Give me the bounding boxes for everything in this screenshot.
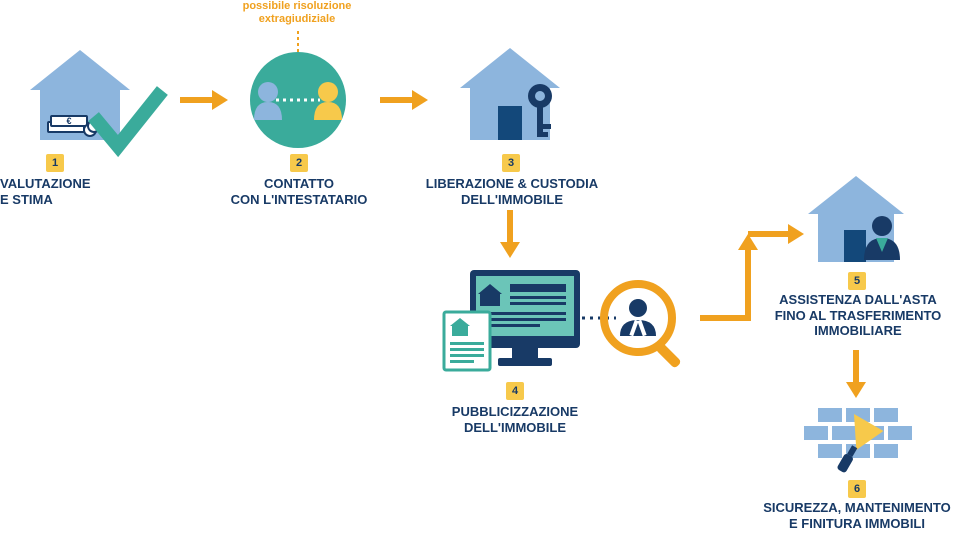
arrow-1-2 xyxy=(180,90,228,110)
step4-label: PUBBLICIZZAZIONE DELL'IMMOBILE xyxy=(430,404,600,435)
step6-icon xyxy=(804,408,912,479)
arrow-2-3 xyxy=(380,90,428,110)
svg-text:€: € xyxy=(66,116,71,126)
step4-icon xyxy=(444,270,682,370)
step2-icon xyxy=(250,30,346,148)
step1-icon: € xyxy=(30,50,158,146)
step5-badge: 5 xyxy=(848,272,866,290)
step1-badge: 1 xyxy=(46,154,64,172)
annotation-extragiudiziale: possibile risoluzione extragiudiziale xyxy=(222,0,372,25)
step3-label: LIBERAZIONE & CUSTODIA DELL'IMMOBILE xyxy=(412,176,612,207)
step5-label: ASSISTENZA DALL'ASTA FINO AL TRASFERIMEN… xyxy=(758,292,958,339)
step3-icon xyxy=(460,48,560,140)
step4-badge: 4 xyxy=(506,382,524,400)
step2-badge: 2 xyxy=(290,154,308,172)
step1-label: VALUTAZIONE E STIMA xyxy=(0,176,130,207)
step5-icon xyxy=(808,176,904,262)
arrow-3-4 xyxy=(500,210,520,258)
arrow-5-6 xyxy=(846,350,866,398)
step6-label: SICUREZZA, MANTENIMENTO E FINITURA IMMOB… xyxy=(754,500,960,531)
step2-label: CONTATTO CON L'INTESTATARIO xyxy=(210,176,388,207)
step6-badge: 6 xyxy=(848,480,866,498)
step3-badge: 3 xyxy=(502,154,520,172)
diagram-canvas: € xyxy=(0,0,960,550)
